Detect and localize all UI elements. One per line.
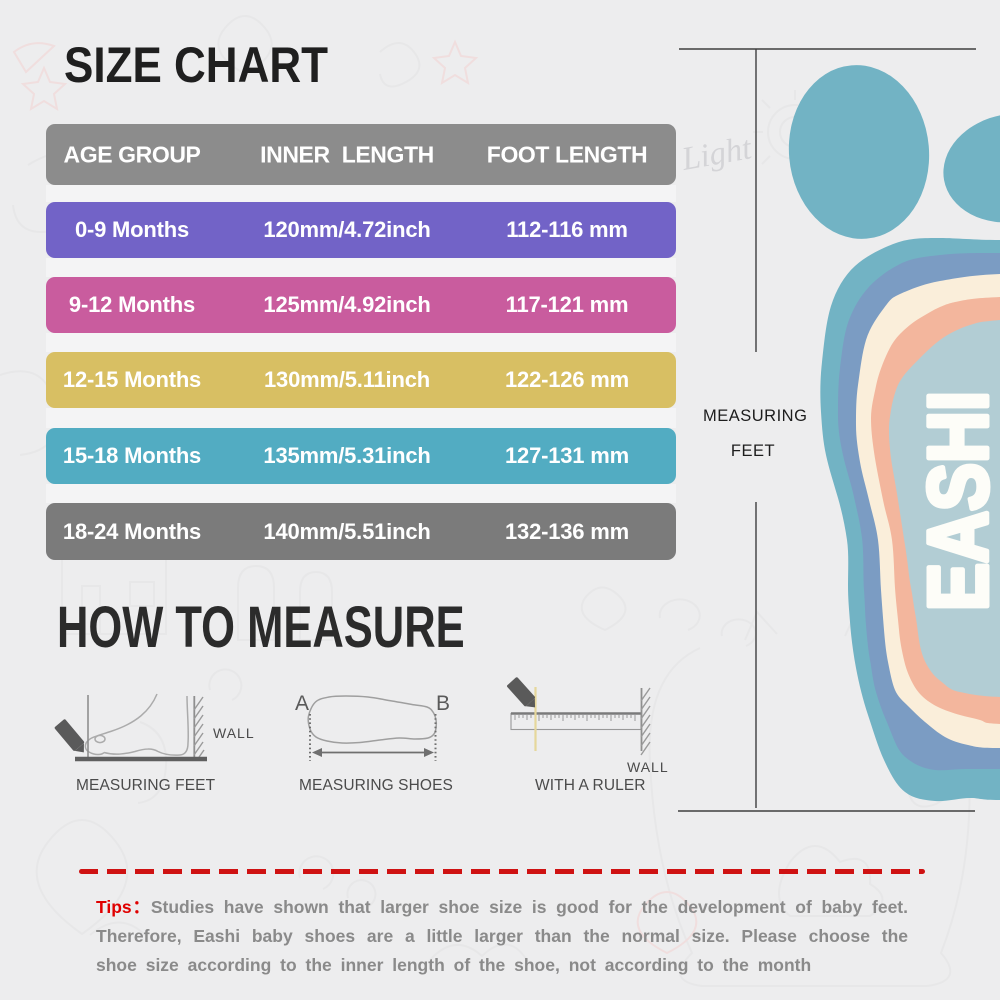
svg-text:EASHI: EASHI	[911, 391, 1000, 611]
svg-text:B: B	[436, 692, 450, 715]
svg-text:A: A	[295, 692, 309, 715]
